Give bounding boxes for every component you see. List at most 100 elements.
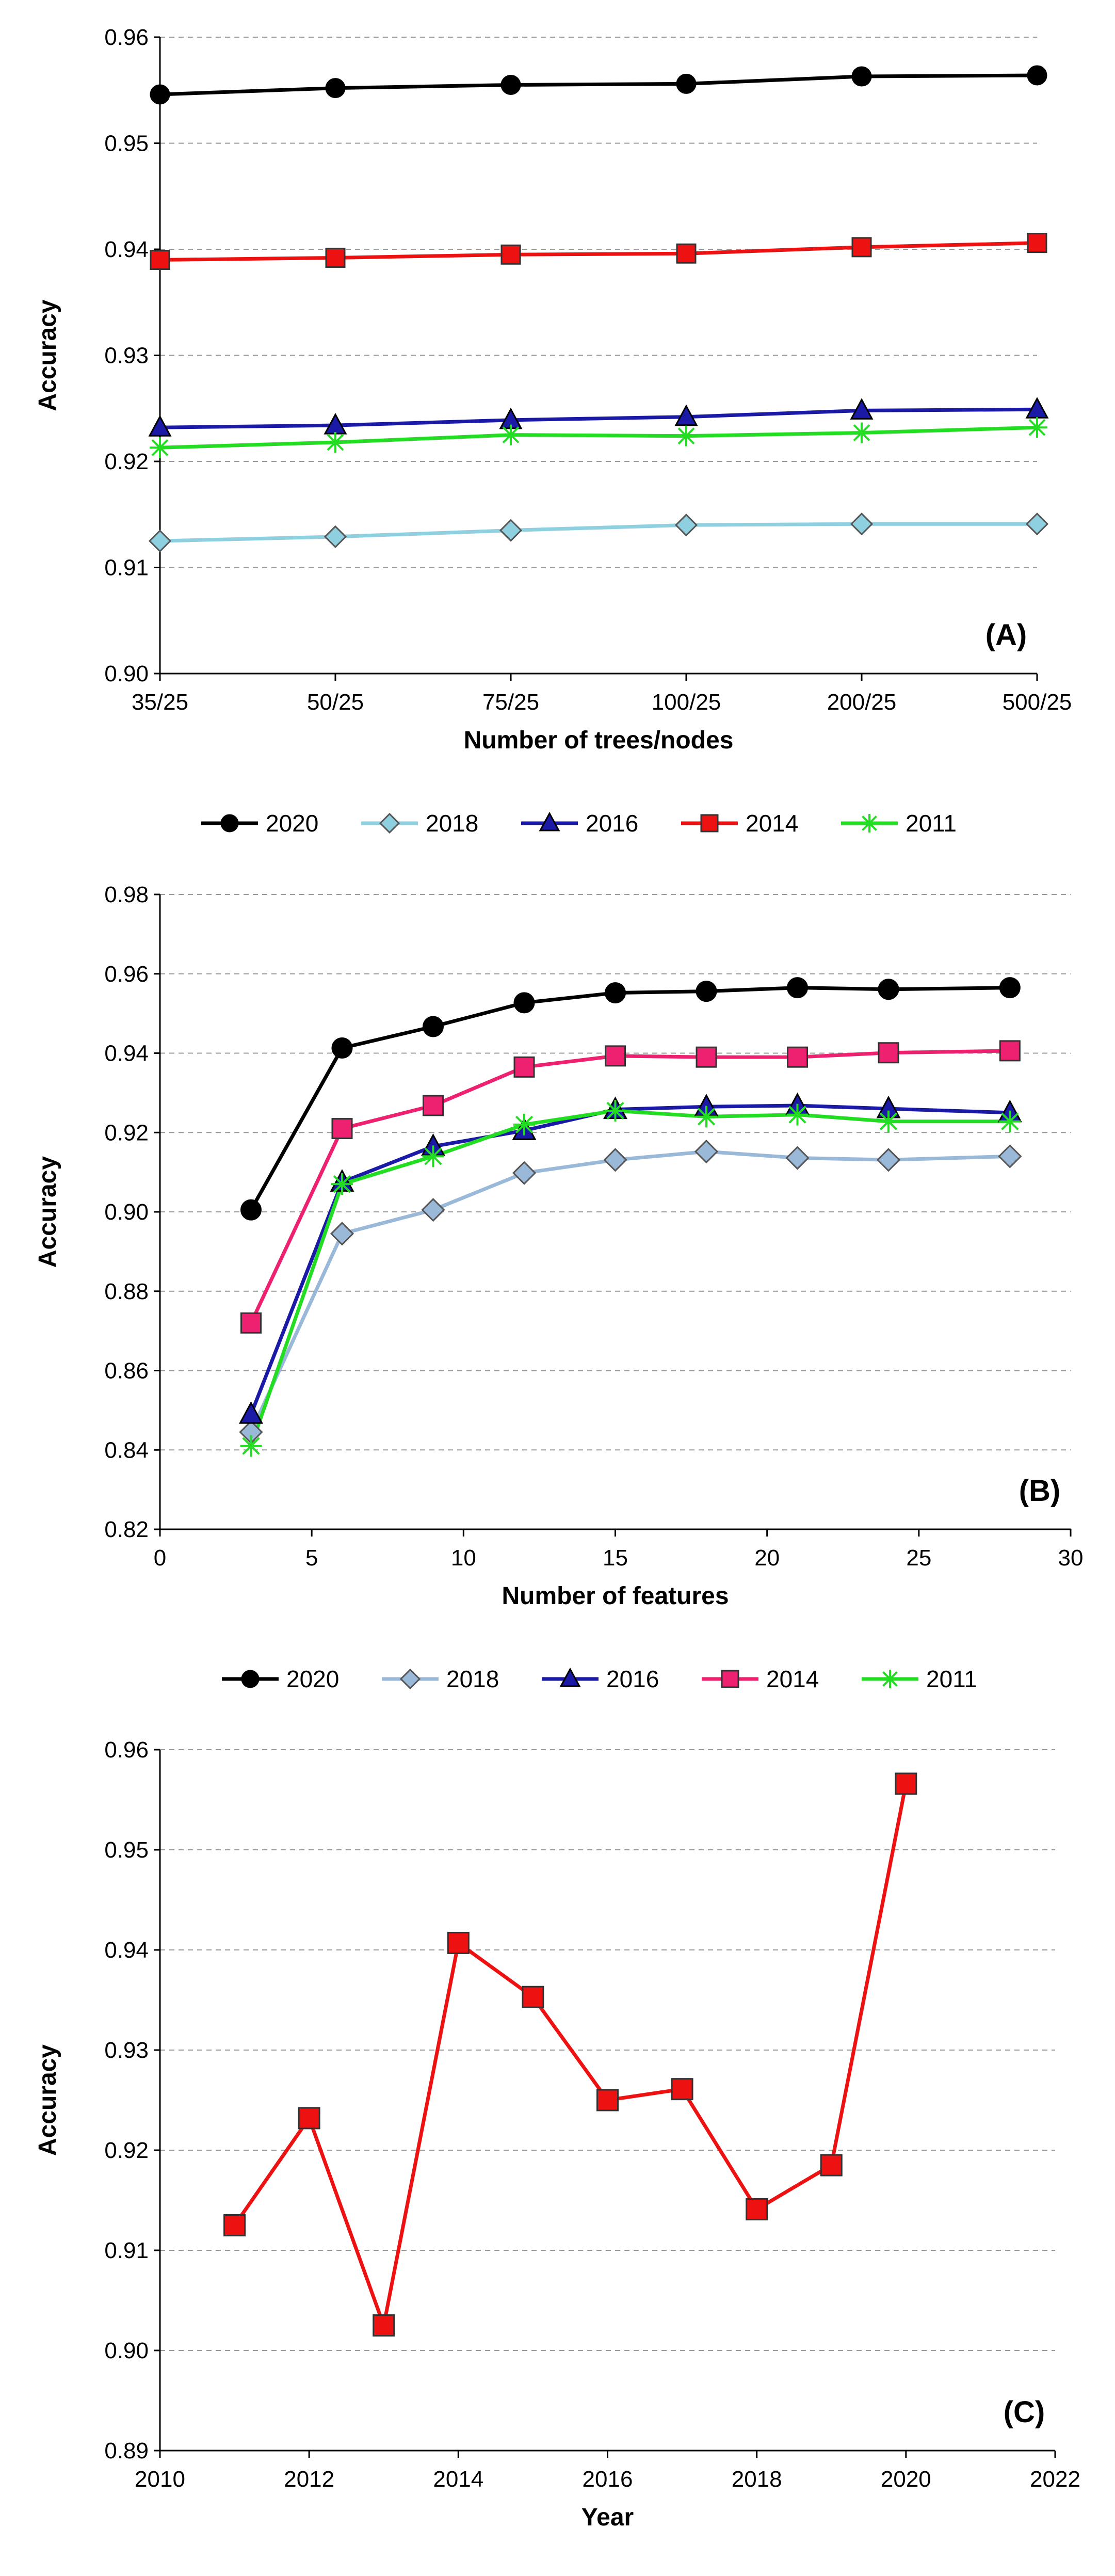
data-point-2020	[605, 982, 626, 1004]
data-point-2014	[851, 237, 872, 258]
legend-label-2018: 2018	[426, 810, 478, 837]
data-point-2011	[1027, 417, 1047, 438]
x-tick-label: 2012	[284, 2467, 334, 2492]
series-line-2018	[249, 1149, 1010, 1433]
data-point-2014	[787, 1046, 808, 1068]
y-tick-label: 0.91	[104, 555, 149, 581]
data-point-2011	[696, 1106, 717, 1128]
data-point-2016	[238, 1401, 264, 1424]
y-axis-label: Accuracy	[34, 1156, 61, 1268]
x-tick-label: 200/25	[827, 690, 897, 715]
data-point-2018	[512, 1161, 537, 1185]
data-point-2011	[604, 1099, 626, 1122]
legend-label-2011: 2011	[926, 1666, 977, 1692]
data-point-2020	[331, 1037, 353, 1059]
x-axis-label: Number of features	[502, 1582, 729, 1610]
y-tick-label: 0.91	[104, 2238, 149, 2263]
data-point-2016	[674, 404, 698, 426]
data-point-2018	[330, 1222, 354, 1246]
y-tick-label: 0.93	[104, 2038, 149, 2063]
legend-label-2018: 2018	[446, 1666, 499, 1692]
data-point-2020	[325, 78, 346, 99]
y-tick-label: 0.90	[104, 1199, 149, 1225]
y-tick-label: 0.93	[104, 343, 149, 369]
series-line-2016	[159, 407, 1038, 429]
data-point-2018	[148, 530, 172, 553]
data-point-Accuracy	[746, 2198, 768, 2220]
data-point-2020	[240, 1199, 262, 1221]
data-point-2018	[998, 1144, 1022, 1169]
x-tick-label: 2022	[1030, 2467, 1080, 2492]
legend-label-2020: 2020	[286, 1666, 339, 1692]
y-tick-label: 0.88	[104, 1279, 149, 1304]
y-axis-label: Accuracy	[34, 2044, 61, 2156]
data-point-2020	[423, 1016, 444, 1037]
legend-b: 2020 2018 2016 2014 2011	[222, 1666, 977, 1692]
data-point-2020	[851, 66, 872, 87]
data-point-2014	[423, 1095, 444, 1116]
data-point-Accuracy	[820, 2154, 843, 2177]
panel-label: (C)	[1004, 2395, 1045, 2429]
x-axis-label: Number of trees/nodes	[464, 727, 734, 754]
legend-marker-2014	[700, 814, 719, 833]
legend-marker-2020	[241, 1670, 260, 1688]
panel-a: 0.90 0.91 0.92 0.93 0.94 0.95 0.96 35/25 50/25 75…	[34, 25, 1072, 754]
data-point-2011	[786, 1103, 809, 1126]
y-tick-label: 0.94	[104, 237, 149, 262]
x-tick-label: 2010	[135, 2467, 185, 2492]
y-tick-label: 0.86	[104, 1358, 149, 1384]
x-tick-label: 500/25	[1003, 690, 1072, 715]
data-point-2014	[331, 1118, 353, 1140]
x-tick-label: 5	[305, 1545, 318, 1571]
data-point-2011	[331, 1173, 353, 1195]
data-point-2018	[785, 1146, 810, 1170]
data-point-2011	[999, 1110, 1021, 1132]
data-point-2020	[1027, 65, 1047, 86]
data-point-Accuracy	[596, 2089, 619, 2111]
data-point-Accuracy	[447, 1931, 470, 1954]
y-tick-label: 0.82	[104, 1517, 149, 1542]
legend-marker-2020	[220, 814, 239, 833]
x-tick-label: 2014	[433, 2467, 483, 2492]
data-point-2020	[513, 992, 535, 1014]
legend-marker-2016	[539, 811, 560, 831]
x-tick-label: 2016	[583, 2467, 633, 2492]
x-tick-label: 20	[754, 1545, 780, 1571]
y-tick-label: 0.84	[104, 1437, 149, 1463]
data-point-2014	[150, 250, 170, 270]
panel-label: (A)	[985, 618, 1027, 652]
y-tick-label: 0.96	[104, 962, 149, 987]
y-tick-label: 0.96	[104, 1737, 149, 1763]
data-point-2014	[696, 1046, 717, 1068]
data-point-2014	[878, 1042, 899, 1064]
x-tick-label: 2018	[732, 2467, 782, 2492]
legend-marker-2011	[881, 1670, 899, 1688]
panel-label: (B)	[1019, 1474, 1061, 1508]
y-tick-label: 0.96	[104, 25, 149, 50]
panel-b: 0.82 0.84 0.86 0.88 0.90 0.92 0.94 0.96 0.98 0 5 10…	[34, 882, 1083, 1610]
data-point-2011	[676, 425, 697, 446]
legend-marker-2018	[379, 812, 400, 834]
x-tick-label: 30	[1058, 1545, 1084, 1571]
y-axis-label: Accuracy	[34, 299, 61, 411]
panel-c: 0.89 0.90 0.91 0.92 0.93 0.94 0.95 0.96 2010 2012…	[34, 1737, 1080, 2531]
legend-marker-2016	[559, 1667, 581, 1687]
x-tick-label: 0	[154, 1545, 166, 1571]
series-line-2016	[249, 1103, 1010, 1415]
data-point-Accuracy	[895, 1772, 917, 1795]
legend-label-2014: 2014	[766, 1666, 819, 1692]
legend-label-2014: 2014	[746, 810, 798, 837]
data-point-2011	[150, 437, 170, 458]
data-point-2018	[603, 1148, 627, 1172]
legend-label-2011: 2011	[906, 810, 957, 837]
data-point-2020	[500, 74, 521, 95]
legend-marker-2014	[721, 1670, 739, 1688]
legend-label-2020: 2020	[266, 810, 318, 837]
y-tick-label: 0.92	[104, 449, 149, 474]
data-point-2014	[605, 1045, 626, 1067]
data-point-2018	[324, 525, 347, 549]
x-axis-label: Year	[581, 2504, 634, 2531]
legend-marker-2011	[860, 814, 879, 833]
legend-a: 2020 2018 2016 2014 2011	[201, 810, 957, 837]
